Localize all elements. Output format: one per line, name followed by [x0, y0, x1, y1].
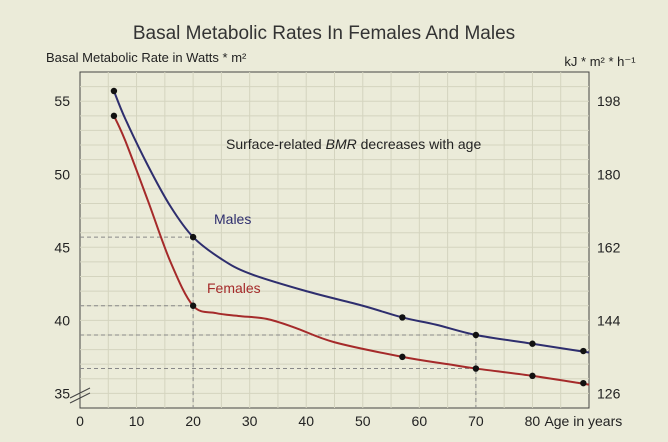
y-tick-label-right: 198: [597, 93, 621, 109]
x-tick-label: 60: [412, 413, 428, 429]
y-tick-label-right: 144: [597, 312, 621, 328]
grid: [80, 72, 589, 408]
data-point-females: [110, 112, 118, 120]
y-tick-label-left: 40: [54, 312, 70, 328]
y-tick-label-right: 180: [597, 166, 621, 182]
chart-title: Basal Metabolic Rates In Females And Mal…: [133, 23, 515, 44]
data-point-females: [189, 302, 197, 309]
series-label-females: Females: [207, 280, 261, 296]
y-tick-label-left: 55: [54, 93, 70, 109]
y-tick-label-left: 45: [54, 239, 70, 255]
series-lines: [113, 90, 590, 386]
data-point-males: [529, 340, 536, 347]
tick-labels: 0 10 20 30 40 50 60 70 80 Age in years 35 40 45 50 55 1…: [54, 93, 622, 429]
x-tick-label: 70: [468, 413, 484, 429]
data-point-males: [580, 347, 587, 355]
series-label-males: Males: [214, 211, 251, 227]
y-tick-label-right: 126: [597, 385, 621, 401]
left-axis-title: Basal Metabolic Rate in Watts * m²: [46, 50, 247, 65]
data-point-males: [189, 233, 197, 241]
x-tick-label: 10: [129, 413, 145, 429]
x-tick-label: 0: [76, 413, 84, 429]
y-tick-label-left: 35: [54, 385, 70, 401]
chart-annotation: Surface-related BMR decreases with age: [226, 136, 481, 152]
y-tick-label-left: 50: [54, 166, 70, 182]
x-tick-label: 40: [298, 413, 314, 429]
x-tick-label: 50: [355, 413, 371, 429]
right-axis-title: kJ * m² * h⁻¹: [564, 54, 636, 69]
series-line-females: [113, 115, 590, 386]
data-point-males: [110, 87, 118, 95]
y-tick-label-right: 162: [597, 239, 621, 255]
data-point-females: [399, 353, 406, 361]
data-point-males: [399, 314, 406, 321]
data-point-females: [580, 379, 587, 387]
x-tick-label: 30: [242, 413, 258, 429]
axis-break-marks: [69, 387, 91, 404]
series-line-males: [113, 90, 590, 354]
data-point-males: [472, 331, 480, 339]
data-point-females: [472, 365, 480, 372]
x-tick-label: 20: [185, 413, 201, 429]
data-point-females: [529, 372, 536, 380]
data-markers: [110, 87, 587, 387]
x-tick-label: 80: [525, 413, 541, 429]
x-axis-label: Age in years: [544, 413, 622, 429]
